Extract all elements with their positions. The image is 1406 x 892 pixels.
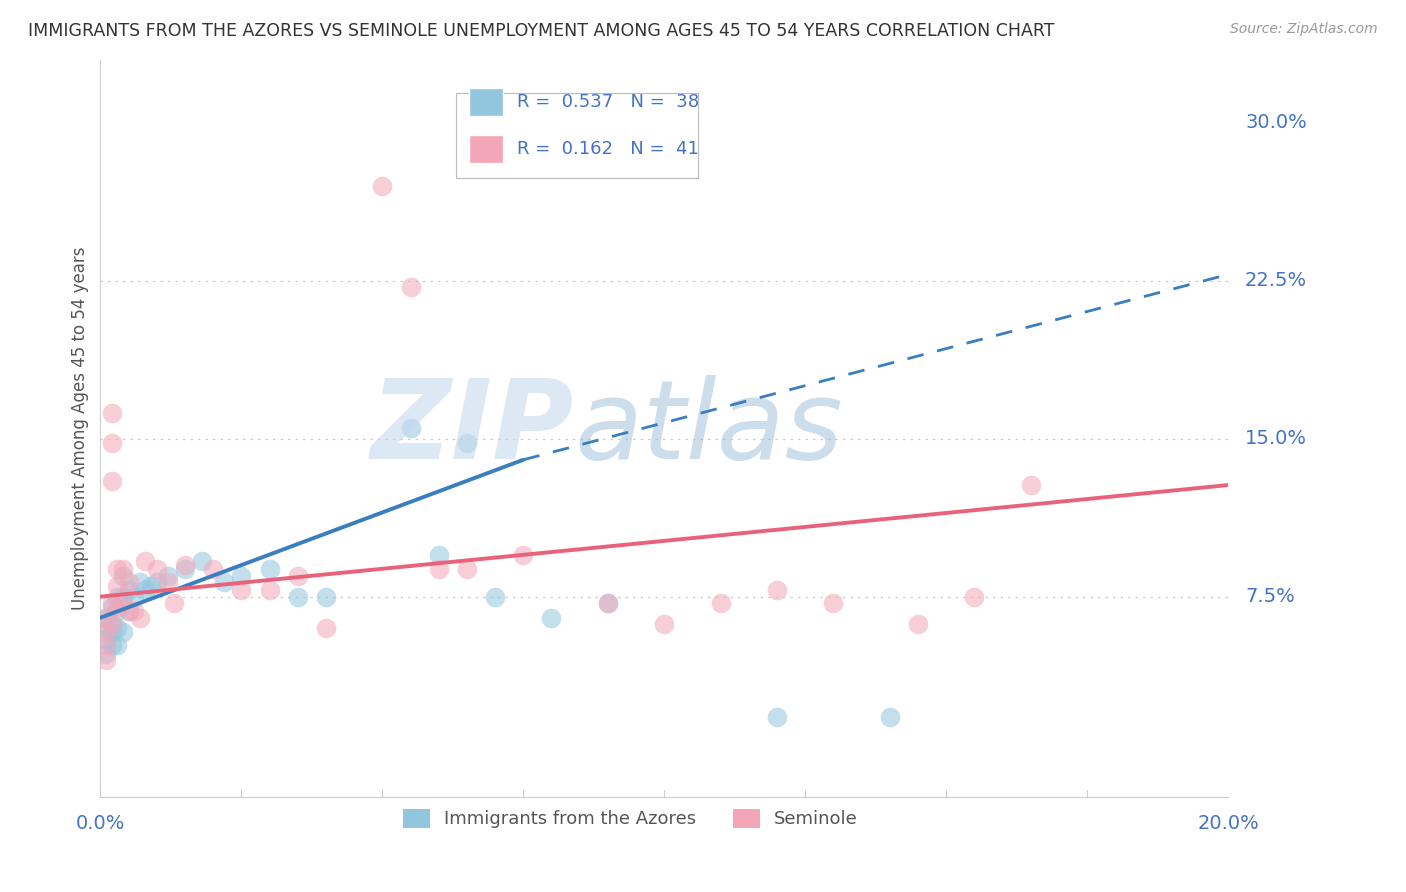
Point [117, 604, 139, 618]
Point [134, 583, 156, 598]
Text: 30.0%: 30.0% [1246, 113, 1306, 132]
Text: atlas: atlas [574, 375, 842, 482]
Point [907, 617, 929, 632]
Point [596, 596, 619, 610]
Point [287, 568, 309, 582]
FancyBboxPatch shape [470, 88, 503, 116]
Text: R =  0.162   N =  41: R = 0.162 N = 41 [516, 140, 699, 158]
Point [117, 574, 139, 589]
Text: 7.5%: 7.5% [1246, 587, 1295, 607]
Text: ZIP: ZIP [371, 375, 574, 482]
Point [105, 590, 128, 604]
Point [399, 421, 422, 435]
Point [94, 625, 117, 640]
Point [231, 568, 253, 582]
Point [100, 407, 122, 421]
Point [231, 583, 253, 598]
Point [100, 600, 122, 615]
Point [105, 562, 128, 576]
Point [456, 562, 478, 576]
Point [540, 611, 562, 625]
Point [1019, 478, 1042, 492]
Point [191, 554, 214, 568]
Point [105, 604, 128, 618]
Point [100, 638, 122, 652]
Point [963, 590, 986, 604]
Point [100, 625, 122, 640]
Text: 0.0%: 0.0% [76, 814, 125, 832]
Point [766, 710, 789, 724]
Point [117, 583, 139, 598]
Point [122, 590, 145, 604]
Point [134, 554, 156, 568]
Point [111, 568, 134, 582]
Point [512, 548, 534, 562]
Point [315, 621, 337, 635]
Text: R =  0.537   N =  38: R = 0.537 N = 38 [516, 94, 699, 112]
Text: Source: ZipAtlas.com: Source: ZipAtlas.com [1230, 22, 1378, 37]
Point [105, 638, 128, 652]
Text: 20.0%: 20.0% [1198, 814, 1258, 832]
Point [105, 579, 128, 593]
Point [484, 590, 506, 604]
Y-axis label: Unemployment Among Ages 45 to 54 years: Unemployment Among Ages 45 to 54 years [72, 246, 89, 610]
Point [174, 558, 197, 573]
Point [145, 562, 167, 576]
Point [596, 596, 619, 610]
Point [456, 436, 478, 450]
Point [259, 562, 281, 576]
Point [94, 647, 117, 661]
Point [105, 600, 128, 615]
Point [710, 596, 733, 610]
Point [287, 590, 309, 604]
Point [823, 596, 845, 610]
Point [652, 617, 675, 632]
Text: 15.0%: 15.0% [1246, 429, 1308, 448]
Point [111, 625, 134, 640]
Point [117, 604, 139, 618]
Point [139, 579, 162, 593]
Point [399, 280, 422, 294]
Point [111, 562, 134, 576]
FancyBboxPatch shape [470, 135, 503, 163]
Point [214, 574, 236, 589]
Point [100, 596, 122, 610]
Point [111, 590, 134, 604]
Text: 22.5%: 22.5% [1246, 271, 1308, 290]
Point [879, 710, 901, 724]
Point [100, 617, 122, 632]
Point [122, 604, 145, 618]
Point [145, 574, 167, 589]
Point [202, 562, 225, 576]
Point [128, 574, 150, 589]
Point [94, 611, 117, 625]
Point [157, 574, 180, 589]
Point [371, 178, 394, 193]
Point [100, 436, 122, 450]
Point [94, 653, 117, 667]
Point [94, 638, 117, 652]
Point [174, 562, 197, 576]
Point [128, 611, 150, 625]
Point [259, 583, 281, 598]
Legend: Immigrants from the Azores, Seminole: Immigrants from the Azores, Seminole [395, 802, 865, 836]
Point [163, 596, 186, 610]
Point [94, 621, 117, 635]
Text: IMMIGRANTS FROM THE AZORES VS SEMINOLE UNEMPLOYMENT AMONG AGES 45 TO 54 YEARS CO: IMMIGRANTS FROM THE AZORES VS SEMINOLE U… [28, 22, 1054, 40]
FancyBboxPatch shape [456, 93, 699, 178]
Point [100, 474, 122, 488]
Point [94, 632, 117, 646]
Point [111, 596, 134, 610]
Point [766, 583, 789, 598]
Point [100, 617, 122, 632]
Point [94, 611, 117, 625]
Point [427, 562, 450, 576]
Point [427, 548, 450, 562]
Point [157, 568, 180, 582]
Point [105, 621, 128, 635]
Point [315, 590, 337, 604]
